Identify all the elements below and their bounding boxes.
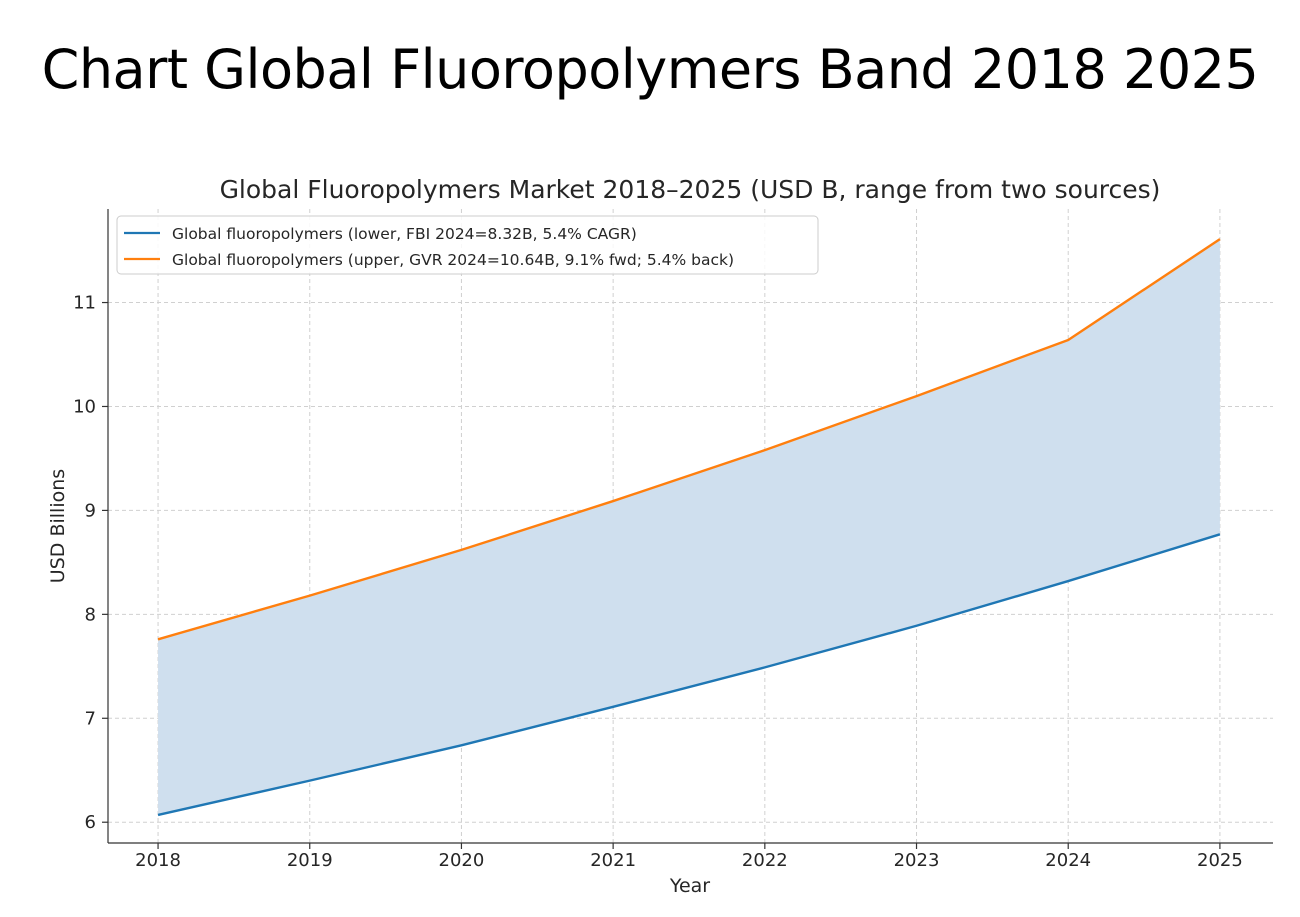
y-tick-label-8: 8: [85, 604, 96, 625]
legend-label-lower: Global fluoropolymers (lower, FBI 2024=8…: [172, 225, 637, 243]
y-tick-label-6: 6: [85, 812, 96, 833]
chart-title: Global Fluoropolymers Market 2018–2025 (…: [220, 175, 1161, 204]
x-tick-label-2020: 2020: [439, 850, 485, 871]
x-tick-label-2021: 2021: [590, 850, 636, 871]
legend: Global fluoropolymers (lower, FBI 2024=8…: [117, 216, 818, 274]
y-tick-label-10: 10: [73, 396, 96, 417]
legend-label-upper: Global fluoropolymers (upper, GVR 2024=1…: [172, 251, 734, 269]
y-tick-label-7: 7: [85, 708, 96, 729]
x-tick-label-2019: 2019: [287, 850, 333, 871]
x-axis-label: Year: [669, 875, 710, 897]
x-tick-label-2022: 2022: [742, 850, 788, 871]
band-layer: [158, 239, 1220, 815]
x-tick-label-2025: 2025: [1197, 850, 1243, 871]
y-tick-label-9: 9: [85, 500, 96, 521]
y-tick-label-11: 11: [73, 293, 96, 314]
x-tick-label-2018: 2018: [135, 850, 181, 871]
x-tick-label-2024: 2024: [1045, 850, 1091, 871]
x-tick-label-2023: 2023: [894, 850, 940, 871]
band-area: [158, 239, 1220, 815]
y-axis-label: USD Billions: [47, 469, 69, 583]
